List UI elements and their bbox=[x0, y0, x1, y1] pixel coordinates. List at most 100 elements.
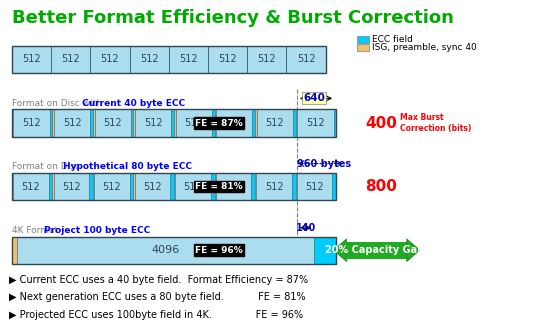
FancyBboxPatch shape bbox=[248, 46, 287, 73]
FancyBboxPatch shape bbox=[13, 173, 48, 200]
Text: 400: 400 bbox=[365, 116, 397, 130]
FancyBboxPatch shape bbox=[12, 46, 51, 73]
FancyBboxPatch shape bbox=[257, 109, 293, 137]
FancyBboxPatch shape bbox=[174, 109, 175, 137]
FancyBboxPatch shape bbox=[216, 109, 252, 137]
Text: 512: 512 bbox=[143, 182, 162, 192]
FancyBboxPatch shape bbox=[255, 173, 256, 200]
FancyBboxPatch shape bbox=[332, 173, 336, 200]
Text: 512: 512 bbox=[297, 54, 315, 64]
Text: FE = 96%: FE = 96% bbox=[195, 246, 243, 255]
FancyBboxPatch shape bbox=[172, 109, 174, 137]
Text: 512: 512 bbox=[140, 54, 158, 64]
Text: 512: 512 bbox=[225, 118, 244, 128]
FancyBboxPatch shape bbox=[297, 173, 332, 200]
Text: 512: 512 bbox=[23, 118, 41, 128]
FancyBboxPatch shape bbox=[50, 109, 52, 137]
Text: 512: 512 bbox=[184, 182, 202, 192]
FancyBboxPatch shape bbox=[12, 109, 13, 137]
FancyBboxPatch shape bbox=[297, 109, 333, 137]
Text: ▶ Next generation ECC uses a 80 byte field.           FE = 81%: ▶ Next generation ECC uses a 80 byte fie… bbox=[9, 292, 306, 302]
Text: 800: 800 bbox=[365, 179, 397, 194]
FancyBboxPatch shape bbox=[51, 46, 90, 73]
Text: 512: 512 bbox=[22, 54, 41, 64]
Text: Project 100 byte ECC: Project 100 byte ECC bbox=[45, 226, 151, 235]
FancyBboxPatch shape bbox=[94, 173, 130, 200]
FancyBboxPatch shape bbox=[212, 109, 214, 137]
FancyBboxPatch shape bbox=[52, 109, 54, 137]
FancyBboxPatch shape bbox=[208, 46, 248, 73]
FancyBboxPatch shape bbox=[256, 173, 292, 200]
FancyBboxPatch shape bbox=[95, 109, 131, 137]
FancyBboxPatch shape bbox=[357, 44, 368, 51]
Text: FE = 81%: FE = 81% bbox=[195, 182, 243, 191]
Polygon shape bbox=[407, 239, 420, 261]
FancyBboxPatch shape bbox=[175, 173, 211, 200]
FancyBboxPatch shape bbox=[175, 109, 212, 137]
Text: Current 40 byte ECC: Current 40 byte ECC bbox=[82, 99, 185, 108]
Polygon shape bbox=[333, 239, 346, 261]
FancyBboxPatch shape bbox=[287, 46, 326, 73]
FancyBboxPatch shape bbox=[54, 109, 90, 137]
FancyBboxPatch shape bbox=[52, 173, 53, 200]
FancyBboxPatch shape bbox=[93, 109, 95, 137]
Text: 512: 512 bbox=[102, 182, 121, 192]
FancyBboxPatch shape bbox=[252, 109, 255, 137]
FancyBboxPatch shape bbox=[174, 173, 175, 200]
Text: 512: 512 bbox=[265, 182, 283, 192]
FancyBboxPatch shape bbox=[170, 173, 174, 200]
FancyBboxPatch shape bbox=[131, 109, 134, 137]
FancyBboxPatch shape bbox=[216, 173, 251, 200]
Text: 20% Capacity Gain: 20% Capacity Gain bbox=[326, 245, 428, 255]
Text: 512: 512 bbox=[224, 182, 243, 192]
FancyBboxPatch shape bbox=[214, 109, 216, 137]
FancyBboxPatch shape bbox=[295, 109, 297, 137]
FancyBboxPatch shape bbox=[93, 173, 94, 200]
FancyBboxPatch shape bbox=[12, 173, 13, 200]
FancyBboxPatch shape bbox=[130, 46, 169, 73]
FancyBboxPatch shape bbox=[169, 46, 208, 73]
Text: 1000: 1000 bbox=[365, 243, 408, 258]
Text: 960 bytes: 960 bytes bbox=[297, 158, 351, 168]
FancyBboxPatch shape bbox=[293, 109, 295, 137]
Text: 512: 512 bbox=[257, 54, 276, 64]
FancyBboxPatch shape bbox=[211, 173, 214, 200]
FancyBboxPatch shape bbox=[12, 237, 17, 264]
Text: 512: 512 bbox=[62, 182, 81, 192]
FancyBboxPatch shape bbox=[251, 173, 255, 200]
FancyBboxPatch shape bbox=[90, 46, 130, 73]
Text: 512: 512 bbox=[266, 118, 284, 128]
FancyBboxPatch shape bbox=[17, 237, 314, 264]
Text: 640: 640 bbox=[303, 93, 325, 103]
Text: ISG, preamble, sync 40: ISG, preamble, sync 40 bbox=[372, 43, 476, 52]
FancyBboxPatch shape bbox=[134, 173, 135, 200]
Text: ▶ Projected ECC uses 100byte field in 4K.              FE = 96%: ▶ Projected ECC uses 100byte field in 4K… bbox=[9, 309, 304, 319]
Text: ▶ Current ECC uses a 40 byte field.  Format Efficiency = 87%: ▶ Current ECC uses a 40 byte field. Form… bbox=[9, 275, 309, 285]
Text: 512: 512 bbox=[63, 118, 81, 128]
Text: Format on Disc: Format on Disc bbox=[12, 162, 82, 171]
FancyBboxPatch shape bbox=[135, 109, 172, 137]
FancyBboxPatch shape bbox=[53, 173, 89, 200]
Text: 512: 512 bbox=[179, 54, 197, 64]
FancyBboxPatch shape bbox=[314, 237, 336, 264]
FancyBboxPatch shape bbox=[13, 109, 50, 137]
FancyBboxPatch shape bbox=[333, 109, 336, 137]
FancyBboxPatch shape bbox=[292, 173, 295, 200]
Text: FE = 87%: FE = 87% bbox=[195, 118, 243, 128]
Text: 140: 140 bbox=[296, 223, 316, 233]
Text: Max Burst
Correction (bits): Max Burst Correction (bits) bbox=[400, 113, 471, 133]
Text: 4096: 4096 bbox=[151, 245, 180, 255]
FancyBboxPatch shape bbox=[89, 173, 93, 200]
Text: 512: 512 bbox=[144, 118, 163, 128]
FancyBboxPatch shape bbox=[255, 109, 257, 137]
Text: 512: 512 bbox=[101, 54, 119, 64]
Text: Better Format Efficiency & Burst Correction: Better Format Efficiency & Burst Correct… bbox=[12, 9, 454, 27]
Text: 512: 512 bbox=[62, 54, 80, 64]
FancyBboxPatch shape bbox=[214, 173, 216, 200]
Text: 512: 512 bbox=[103, 118, 122, 128]
Text: 512: 512 bbox=[306, 118, 324, 128]
FancyBboxPatch shape bbox=[90, 109, 93, 137]
Text: Hypothetical 80 byte ECC: Hypothetical 80 byte ECC bbox=[63, 162, 191, 171]
FancyBboxPatch shape bbox=[134, 109, 135, 137]
Text: 512: 512 bbox=[218, 54, 237, 64]
